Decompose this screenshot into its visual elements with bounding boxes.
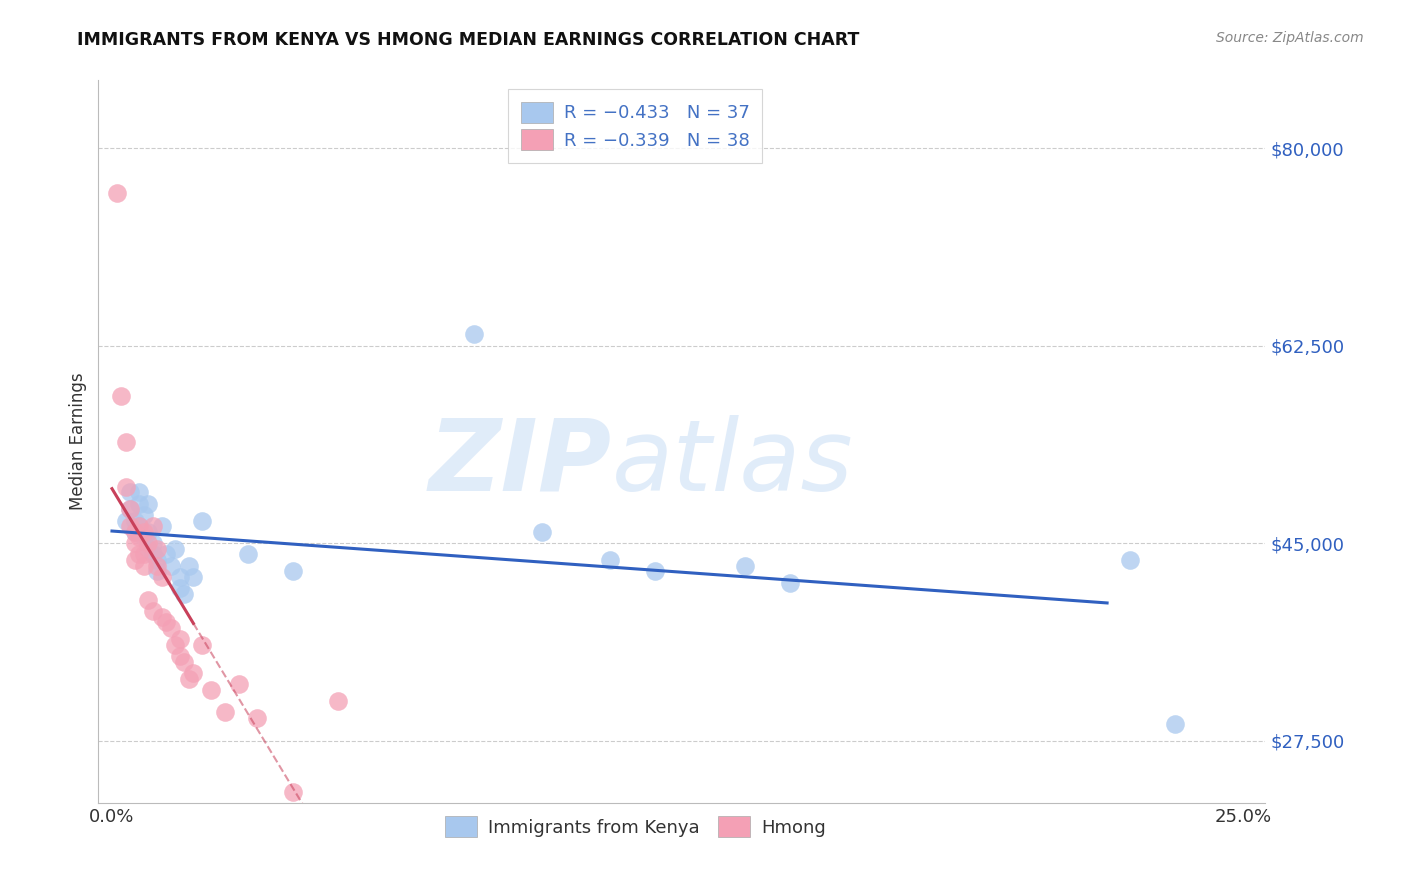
Point — [132, 558, 155, 573]
Point — [146, 565, 169, 579]
Point — [200, 682, 222, 697]
Text: ZIP: ZIP — [429, 415, 612, 512]
Point — [246, 711, 269, 725]
Point — [150, 570, 173, 584]
Y-axis label: Median Earnings: Median Earnings — [69, 373, 87, 510]
Point — [228, 677, 250, 691]
Point — [142, 519, 165, 533]
Point — [191, 514, 214, 528]
Point — [146, 558, 169, 573]
Point — [110, 389, 132, 403]
Point — [120, 485, 142, 500]
Point — [105, 186, 128, 201]
Point — [159, 621, 181, 635]
Text: Source: ZipAtlas.com: Source: ZipAtlas.com — [1216, 31, 1364, 45]
Point — [1164, 716, 1187, 731]
Point — [114, 434, 136, 449]
Point — [173, 587, 195, 601]
Point — [183, 570, 205, 584]
Point — [136, 536, 159, 550]
Point — [779, 575, 801, 590]
Point — [124, 536, 146, 550]
Point — [169, 582, 191, 596]
Point — [114, 514, 136, 528]
Point — [128, 497, 150, 511]
Point — [281, 784, 304, 798]
Point — [120, 502, 142, 516]
Point — [114, 480, 136, 494]
Point — [142, 536, 165, 550]
Point — [169, 570, 191, 584]
Point — [146, 553, 169, 567]
Point — [159, 558, 181, 573]
Point — [155, 615, 177, 630]
Point — [142, 548, 165, 562]
Point — [132, 524, 155, 539]
Point — [136, 592, 159, 607]
Point — [124, 524, 146, 539]
Point — [146, 541, 169, 556]
Point — [136, 524, 159, 539]
Point — [644, 565, 666, 579]
Legend: Immigrants from Kenya, Hmong: Immigrants from Kenya, Hmong — [437, 809, 832, 845]
Point — [128, 531, 150, 545]
Point — [1118, 553, 1140, 567]
Point — [132, 508, 155, 522]
Point — [120, 502, 142, 516]
Point — [183, 665, 205, 680]
Point — [128, 548, 150, 562]
Point — [169, 632, 191, 646]
Point — [165, 638, 187, 652]
Point — [142, 604, 165, 618]
Point — [177, 558, 200, 573]
Point — [132, 531, 155, 545]
Point — [150, 519, 173, 533]
Point — [136, 497, 159, 511]
Text: IMMIGRANTS FROM KENYA VS HMONG MEDIAN EARNINGS CORRELATION CHART: IMMIGRANTS FROM KENYA VS HMONG MEDIAN EA… — [77, 31, 859, 49]
Point — [124, 553, 146, 567]
Point — [155, 548, 177, 562]
Point — [530, 524, 553, 539]
Point — [120, 519, 142, 533]
Point — [236, 548, 259, 562]
Point — [328, 694, 350, 708]
Point — [165, 541, 187, 556]
Point — [191, 638, 214, 652]
Point — [128, 519, 150, 533]
Point — [132, 548, 155, 562]
Point — [281, 565, 304, 579]
Point — [599, 553, 621, 567]
Point — [124, 524, 146, 539]
Point — [128, 519, 150, 533]
Text: atlas: atlas — [612, 415, 853, 512]
Point — [124, 514, 146, 528]
Point — [463, 327, 485, 342]
Point — [173, 655, 195, 669]
Point — [177, 672, 200, 686]
Point — [734, 558, 756, 573]
Point — [128, 485, 150, 500]
Point — [150, 609, 173, 624]
Point — [214, 706, 236, 720]
Point — [169, 648, 191, 663]
Point — [136, 541, 159, 556]
